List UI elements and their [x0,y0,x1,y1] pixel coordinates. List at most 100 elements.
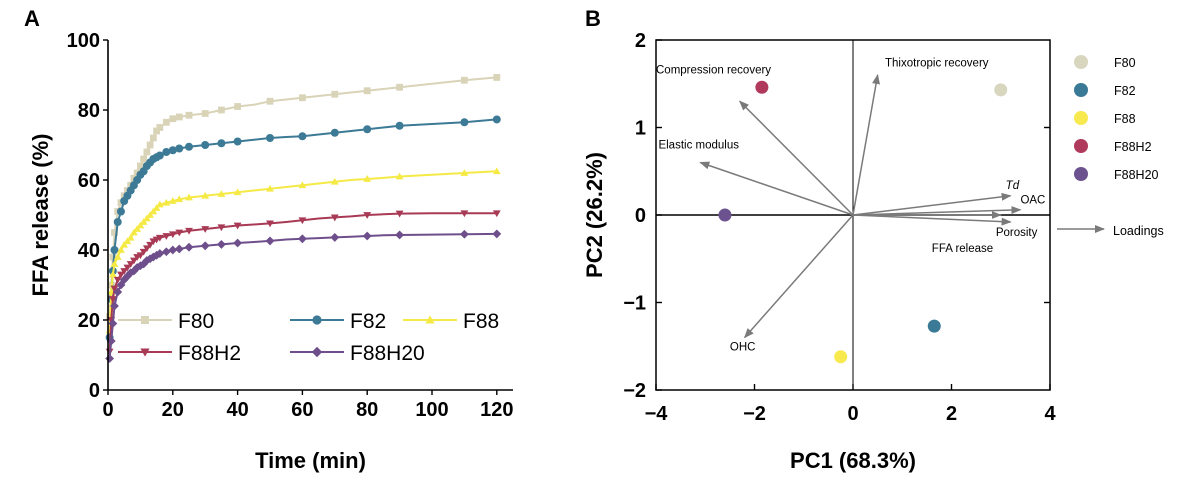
data-point-f88h20 [113,287,123,297]
data-point-f88h2 [120,268,129,275]
x-tick-label-a: 120 [480,399,513,421]
data-point-f88 [126,233,135,241]
data-point-f88 [395,172,404,180]
panel-a: 0 20 40 60 80 100 0 20 40 60 80 100 120 Time (min) FFA… [28,30,513,473]
x-tick-label-a: 80 [356,399,378,421]
data-point-f88h2 [108,296,117,303]
score-point-f82 [927,319,941,333]
data-point-f82 [155,151,164,160]
x-axis-title-b: PC1 (68.3%) [790,448,916,473]
data-point-f80 [162,118,170,126]
legend-label-f80: F80 [1114,56,1136,70]
legend-label-f88: F88 [463,310,499,333]
data-point-f88h2 [492,210,501,218]
data-point-f88h20 [216,239,226,249]
data-point-f82 [492,115,501,124]
data-point-f88 [110,260,119,267]
data-point-f88 [330,177,339,185]
y-tick-label-b: 2 [635,30,646,52]
x-tick-label-b: 2 [946,403,957,425]
data-point-f80 [363,87,371,95]
data-point-f80 [234,103,241,110]
loading-arrow [743,214,854,339]
data-point-f80 [185,111,193,119]
data-point-f88h20 [116,280,126,290]
data-point-f88h20 [200,241,210,251]
data-point-f88h20 [105,354,115,363]
data-point-f80 [201,110,209,117]
x-axis-title-a: Time (min) [255,448,366,473]
data-point-f88 [123,237,132,245]
loading-label: Elastic modulus [658,140,739,152]
loading-label: Porosity [996,227,1038,239]
data-point-f82 [330,128,339,137]
data-point-f80 [218,106,225,114]
data-point-f80 [149,134,157,142]
data-point-f80 [169,115,177,123]
x-tick-label-b: 4 [1044,403,1056,425]
x-tick-label-a: 100 [415,399,448,421]
data-point-f88h20 [123,271,132,281]
data-point-f88h20 [492,229,502,239]
data-point-f88 [266,184,274,192]
data-point-f80 [331,90,339,98]
data-point-f80 [156,124,164,131]
axis-frame-a [107,40,513,391]
data-point-f80 [137,162,144,170]
data-point-f88h2 [110,285,119,293]
data-point-f88h20 [129,266,139,276]
x-tick-label-a: 40 [226,399,248,421]
legend-label-f82: F82 [1114,84,1136,98]
loading-arrow [852,206,1022,216]
data-point-f82 [266,134,274,142]
data-point-f82 [363,125,372,134]
data-point-f88h2 [217,224,226,232]
data-point-f88 [139,218,148,225]
data-point-f88 [152,204,161,211]
legend-dot-f80 [1074,55,1088,69]
data-point-f88h2 [155,234,164,242]
data-point-f88h20 [142,256,152,265]
score-point-f88 [834,350,848,364]
data-point-f80 [143,148,151,156]
y-tick-label-b: −2 [623,380,646,402]
legend-marker-f88h2 [140,348,150,357]
data-point-f88 [460,169,469,176]
data-point-f88h20 [139,259,149,269]
loading-label: Compression recovery [656,64,771,76]
data-point-f88 [149,207,158,215]
data-point-f88h20 [126,268,136,278]
data-point-f88 [217,190,226,197]
data-point-f88 [136,221,145,229]
data-point-f88h2 [175,229,184,237]
data-point-f88h20 [265,236,275,246]
data-point-f88 [155,200,164,208]
data-point-f88h20 [362,231,372,241]
y-tick-label-b: 0 [635,205,646,227]
data-point-f82 [460,118,469,127]
data-point-f88 [133,225,142,232]
data-point-f88 [233,188,242,196]
data-point-f88 [492,167,501,175]
data-point-f88h2 [233,222,242,230]
data-point-f88 [298,181,307,189]
y-tick-label-a: 60 [78,170,100,192]
data-point-f88h20 [233,238,243,248]
legend-marker-f88 [425,315,435,324]
data-point-f80 [153,127,160,135]
data-point-f80 [146,141,154,149]
x-tick-label-b: −4 [645,403,669,425]
data-point-f88 [363,175,372,182]
data-point-f88h20 [132,263,142,272]
data-point-f88h2 [139,248,148,256]
x-tick-label-a: 20 [162,399,184,421]
data-point-f88h2 [126,261,135,268]
data-point-f88h2 [142,245,151,253]
legend-dot-f88 [1074,111,1088,125]
series-line-f80 [108,76,497,317]
data-point-f88h20 [297,234,307,244]
data-point-f82 [116,207,125,216]
data-point-f88h20 [135,261,145,271]
loading-label: Td [1006,180,1020,192]
